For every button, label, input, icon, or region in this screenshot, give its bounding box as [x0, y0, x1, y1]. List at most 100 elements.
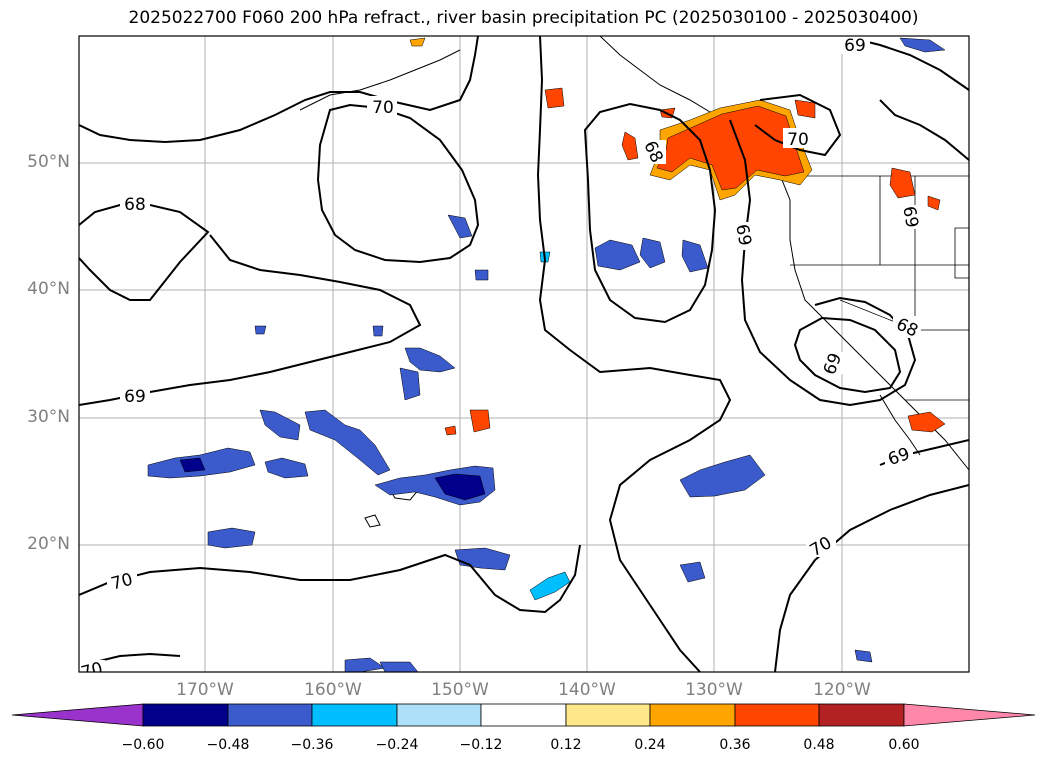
colorbar-tick-5: −0.12 — [459, 737, 503, 753]
anomaly-baja — [907, 411, 946, 433]
contour-label-bg-7 — [840, 36, 870, 54]
map-title: 2025022700 F060 200 hPa refract., river … — [128, 8, 919, 28]
contour-label-2: 68 — [124, 195, 146, 215]
coastline-aleutians — [299, 49, 461, 111]
anomaly-canada-1 — [794, 99, 816, 119]
coastlines — [299, 36, 969, 528]
colorbar-extend-low — [11, 703, 144, 727]
anomaly-neg-northeast — [899, 37, 946, 53]
anomaly-neg-north-pacific — [447, 214, 473, 239]
contour-69-central — [536, 36, 732, 672]
anomaly-central-pacific — [469, 409, 491, 433]
anomaly-neg-small-4 — [854, 649, 873, 663]
contour-label-bg-12 — [806, 535, 836, 557]
colorbar-tick-7: 0.24 — [634, 737, 666, 753]
anomaly-pnw-core — [656, 105, 805, 191]
colorbar-bin-4 — [396, 703, 482, 727]
refractivity-contours — [79, 36, 969, 672]
contour-label-bg-1 — [367, 96, 397, 116]
colorbar-bin-7 — [649, 703, 736, 727]
contour-labels: 70 68 69 69 68 70 69 69 68 69 69 70 70 — [79, 36, 922, 684]
contour-70-loop-west — [316, 103, 480, 264]
anomaly-montana — [927, 195, 941, 211]
contour-68-ca-loop — [793, 316, 902, 394]
anomaly-neg-band-1 — [304, 409, 391, 476]
anomaly-neg-south-1 — [207, 527, 256, 549]
anomaly-neg-hawaii-core — [434, 473, 486, 501]
anomaly-idaho — [889, 167, 916, 199]
colorbar-bin-5 — [480, 703, 567, 727]
anomaly-neg-mid-1 — [404, 347, 456, 373]
contour-label-7: 69 — [844, 36, 866, 56]
colorbar-bin-3 — [311, 703, 398, 727]
lon-label-130w: 130°W — [685, 680, 743, 700]
colorbar-tick-4: −0.24 — [375, 737, 419, 753]
contour-70-pnw — [754, 93, 842, 157]
colorbar-tick-3: −0.36 — [290, 737, 334, 753]
contour-label-bg-5 — [640, 140, 666, 164]
contour-label-bg-11 — [885, 445, 913, 467]
lat-label-20: 20°N — [27, 534, 70, 554]
contour-label-6: 70 — [787, 130, 809, 150]
anomaly-north-pacific-1 — [544, 87, 565, 109]
lon-label-150w: 150°W — [431, 680, 489, 700]
coastline-hawaii-small — [364, 514, 381, 528]
anomaly-neg-east — [679, 454, 766, 498]
colorbar — [11, 703, 1036, 727]
lat-label-50: 50°N — [27, 152, 70, 172]
contour-label-bg-8 — [900, 205, 920, 229]
positive-anomalies — [409, 37, 946, 436]
contour-70-north — [79, 36, 479, 144]
anomaly-neg-small-3 — [372, 325, 384, 337]
anomaly-neg-ne-pacific-2 — [639, 237, 666, 269]
anomaly-neg-mid-2 — [399, 367, 421, 401]
contour-68-west — [79, 204, 210, 301]
colorbar-bin-8 — [734, 703, 820, 727]
colorbar-bin-9 — [818, 703, 905, 727]
contour-69-west — [79, 234, 422, 406]
map-background — [79, 36, 969, 672]
contour-69-rockies — [879, 99, 969, 161]
colorbar-bin-2 — [227, 703, 313, 727]
contour-label-3: 69 — [124, 387, 146, 407]
lon-label-140w: 140°W — [558, 680, 616, 700]
anomaly-neg-ne-pacific-1 — [594, 239, 641, 271]
lon-label-170w: 170°W — [176, 680, 234, 700]
anomaly-neg-small-1 — [474, 269, 489, 281]
anomaly-coastal-1 — [621, 131, 639, 161]
lon-label-120w: 120°W — [813, 680, 871, 700]
colorbar-bin-1 — [142, 703, 229, 727]
contour-label-bg-4 — [733, 222, 753, 250]
anomaly-neg-west-2 — [264, 457, 309, 479]
anomaly-neg-band-2 — [259, 409, 301, 441]
colorbar-tick-2: −0.48 — [206, 737, 250, 753]
contour-70-south — [79, 544, 581, 614]
map-frame — [78, 35, 970, 673]
colorbar-extend-high — [903, 703, 1036, 727]
lat-label-40: 40°N — [27, 279, 70, 299]
anomaly-alaska-small — [409, 37, 426, 47]
contour-label-bg-6 — [783, 128, 813, 148]
contour-label-bg-13 — [107, 570, 137, 592]
contour-label-bg-3 — [120, 385, 150, 405]
contour-label-bg-2 — [120, 193, 150, 213]
borders — [790, 175, 969, 401]
colorbar-tick-9: 0.48 — [803, 737, 835, 753]
contour-label-bg-10 — [822, 352, 844, 374]
anomaly-central-pacific-small — [444, 425, 457, 436]
colorbar-tick-10: 0.60 — [888, 737, 920, 753]
colorbar-tick-6: 0.12 — [550, 737, 582, 753]
coastline-north-america — [599, 36, 969, 471]
coastline-baja — [879, 394, 921, 456]
anomaly-neg-ne-pacific-3 — [681, 239, 709, 273]
contour-label-4: 69 — [731, 223, 754, 248]
colorbar-bin-6 — [565, 703, 651, 727]
contour-68-ne-pacific — [583, 102, 717, 324]
contour-label-8: 69 — [898, 205, 921, 230]
lat-label-30: 30°N — [27, 407, 70, 427]
contour-label-14: 70 — [79, 659, 105, 684]
anomaly-neg-small-2 — [254, 325, 267, 335]
lon-label-160w: 160°W — [304, 680, 362, 700]
map-content: 70 68 69 69 68 70 69 69 68 69 69 70 70 — [79, 36, 969, 684]
